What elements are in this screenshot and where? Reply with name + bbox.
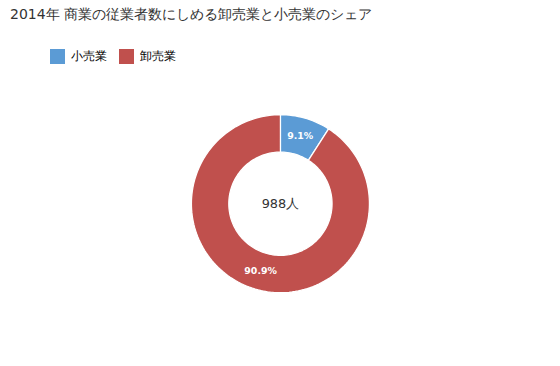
html-text:卸売業: 卸売業	[140, 49, 176, 63]
svg-text:90.9%: 90.9%	[244, 265, 277, 276]
html-text:2014年 商業の従業者数にしめる卸売業と小売業のシェア: 2014年 商業の従業者数にしめる卸売業と小売業のシェア	[10, 6, 373, 22]
html-text:小売業: 小売業	[71, 49, 107, 63]
svg-text:988人: 988人	[262, 196, 300, 211]
svg-text:9.1%: 9.1%	[287, 130, 314, 141]
